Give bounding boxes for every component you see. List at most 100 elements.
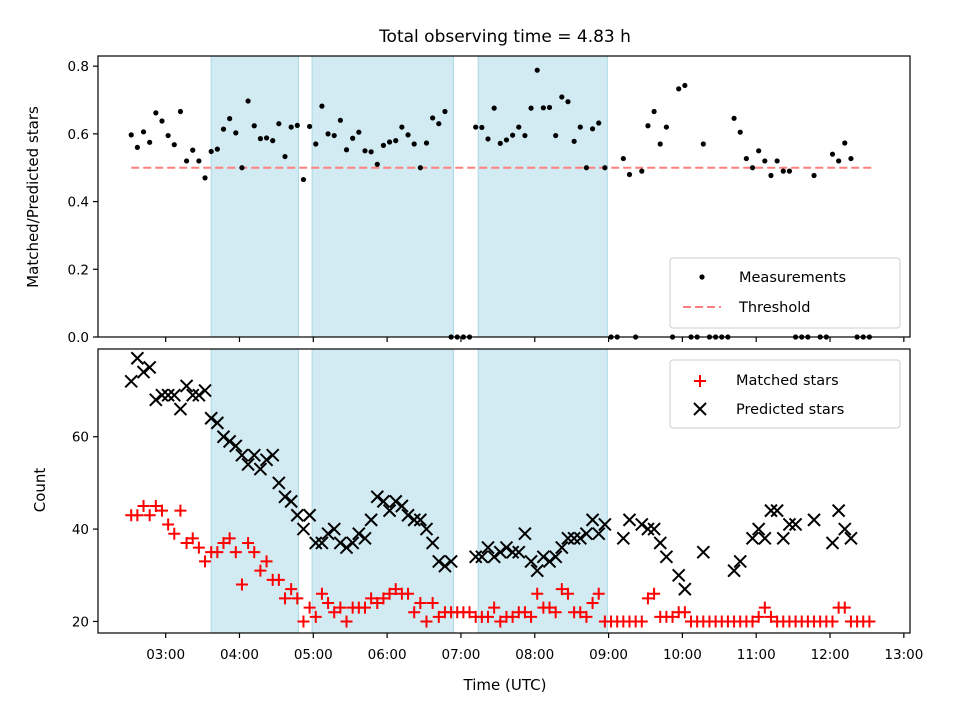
matched-stars-point	[463, 606, 476, 619]
measurement-point	[288, 124, 294, 130]
matched-stars-point	[377, 592, 390, 605]
predicted-stars-point	[309, 536, 323, 550]
bottom-shaded-interval-3	[477, 348, 608, 634]
matched-stars-point	[155, 504, 168, 517]
predicted-stars-point	[505, 545, 520, 559]
predicted-stars-point	[407, 513, 421, 527]
predicted-stars-point	[512, 545, 526, 559]
matched-stars-point	[235, 578, 248, 591]
x-tick-label: 11:00	[737, 647, 776, 663]
measurement-point	[159, 118, 165, 124]
predicted-stars-point	[284, 494, 298, 509]
measurement-point	[300, 176, 307, 183]
x-tick-label: 10:00	[663, 647, 702, 663]
predicted-stars-point	[561, 531, 575, 546]
matched-stars-point	[420, 615, 433, 628]
x-tick-label: 07:00	[441, 647, 480, 663]
predicted-stars-point	[370, 490, 384, 504]
measurement-point	[503, 137, 510, 143]
predicted-stars-point	[579, 527, 594, 541]
top-shaded-interval-2	[311, 55, 455, 338]
predicted-stars-point	[776, 531, 790, 546]
measurement-point	[356, 129, 362, 135]
matched-stars-point	[162, 518, 175, 531]
matched-stars-point	[291, 592, 304, 605]
measurement-point	[165, 132, 171, 139]
predicted-stars-point	[401, 508, 415, 522]
predicted-stars-point	[831, 503, 846, 518]
matched-stars-point	[131, 509, 144, 522]
measurement-point	[307, 123, 313, 130]
measurement-point	[682, 82, 688, 89]
predicted-stars-point	[333, 536, 348, 550]
matched-stars-point	[518, 606, 531, 619]
matched-stars-point	[328, 606, 341, 619]
legend-threshold-label: Threshold	[738, 300, 810, 316]
matched-stars-point	[666, 610, 679, 623]
measurement-point	[571, 138, 577, 144]
predicted-stars-point	[161, 388, 175, 402]
legend-predicted-label: Predicted stars	[736, 402, 844, 418]
x-tick-label: 03:00	[146, 647, 185, 663]
predicted-stars-point	[518, 527, 532, 541]
matched-stars-point	[863, 615, 876, 628]
matched-stars-point	[561, 587, 574, 600]
predicted-stars-point	[413, 513, 428, 527]
measurement-point	[657, 141, 663, 147]
legend-predicted-marker	[693, 402, 707, 416]
top-axes-frame	[97, 55, 911, 338]
measurement-point	[768, 172, 774, 179]
measurement-point	[559, 94, 565, 100]
matched-stars-point	[482, 610, 495, 623]
measurement-point	[134, 144, 140, 151]
measurement-point	[639, 168, 645, 174]
measurement-point	[577, 124, 583, 130]
measurement-point	[251, 123, 257, 129]
matched-stars-point	[746, 615, 759, 628]
predicted-stars-point	[296, 522, 311, 536]
measurement-point	[325, 131, 331, 137]
matched-stars-point	[402, 587, 415, 600]
predicted-stars-point	[179, 379, 194, 393]
predicted-stars-point	[548, 550, 563, 564]
predicted-stars-point	[844, 531, 858, 546]
measurement-point	[227, 116, 233, 122]
matched-stars-point	[838, 601, 851, 614]
matched-stars-point	[549, 606, 562, 619]
chart-title: Total observing time = 4.83 h	[378, 27, 631, 47]
predicted-stars-point	[487, 550, 501, 564]
predicted-stars-point	[352, 527, 366, 541]
matched-stars-point	[365, 592, 378, 605]
bottom-legend-frame	[669, 359, 901, 429]
predicted-stars-point	[764, 503, 778, 518]
measurement-point	[239, 165, 245, 171]
measurement-point	[848, 155, 854, 162]
predicted-stars-point	[635, 517, 649, 532]
predicted-stars-point	[838, 522, 852, 536]
predicted-stars-point	[499, 540, 514, 555]
top-shaded-interval-3	[477, 55, 608, 338]
bottom-legend: Matched stars Predicted stars	[669, 359, 901, 429]
matched-stars-point	[592, 587, 605, 600]
top-y-tick-label: 0.2	[68, 262, 89, 278]
measurement-point	[214, 146, 220, 152]
matched-stars-point	[303, 601, 316, 614]
measurement-point	[553, 132, 559, 139]
measurement-point	[343, 147, 350, 153]
predicted-stars-point	[155, 388, 169, 402]
measurement-point	[362, 148, 368, 154]
predicted-stars-point	[468, 550, 483, 564]
measurement-point	[208, 148, 214, 155]
predicted-stars-point	[733, 554, 747, 569]
measurement-point	[743, 155, 749, 162]
measurement-point	[620, 155, 626, 162]
matched-stars-point	[223, 532, 236, 545]
predicted-stars-point	[278, 490, 292, 504]
predicted-stars-point	[751, 522, 766, 536]
legend-measurements-marker	[699, 274, 705, 280]
matched-stars-point	[543, 601, 556, 614]
measurement-point	[399, 124, 405, 130]
predicted-stars-point	[272, 476, 286, 490]
predicted-stars-point	[641, 522, 655, 536]
x-tick-label: 08:00	[515, 647, 554, 663]
